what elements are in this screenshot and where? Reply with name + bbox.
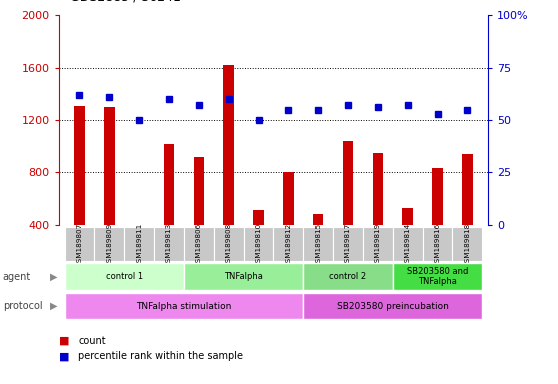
Text: GSM189818: GSM189818 — [464, 222, 470, 266]
Text: GSM189814: GSM189814 — [405, 222, 411, 266]
Bar — [223, 65, 234, 225]
Text: GSM189807: GSM189807 — [76, 222, 83, 266]
Bar — [104, 107, 114, 225]
Text: GSM189806: GSM189806 — [196, 222, 202, 266]
Text: agent: agent — [3, 271, 31, 282]
Bar — [214, 227, 244, 261]
Text: SB203580 and
TNFalpha: SB203580 and TNFalpha — [407, 267, 468, 286]
Bar — [65, 263, 184, 290]
Text: GSM189812: GSM189812 — [285, 222, 291, 266]
Bar — [303, 293, 482, 319]
Text: ■: ■ — [59, 351, 69, 361]
Text: GSM189817: GSM189817 — [345, 222, 351, 266]
Bar — [462, 154, 473, 225]
Text: GSM189815: GSM189815 — [315, 222, 321, 266]
Bar — [303, 227, 333, 261]
Bar — [194, 157, 204, 225]
Bar — [74, 106, 85, 225]
Bar — [343, 141, 353, 225]
Text: SB203580 preincubation: SB203580 preincubation — [337, 301, 449, 311]
Bar — [154, 227, 184, 261]
Bar — [253, 210, 264, 225]
Bar — [184, 227, 214, 261]
Text: ▶: ▶ — [50, 271, 57, 282]
Text: TNFalpha stimulation: TNFalpha stimulation — [136, 301, 232, 311]
Text: GSM189819: GSM189819 — [375, 222, 381, 266]
Text: control 2: control 2 — [329, 272, 367, 281]
Text: GSM189816: GSM189816 — [435, 222, 440, 266]
Bar — [393, 227, 422, 261]
Bar — [303, 263, 393, 290]
Bar — [333, 227, 363, 261]
Text: protocol: protocol — [3, 301, 42, 311]
Bar — [94, 227, 124, 261]
Bar — [393, 263, 482, 290]
Bar — [244, 227, 273, 261]
Text: ■: ■ — [59, 336, 69, 346]
Bar — [283, 172, 294, 225]
Bar — [402, 208, 413, 225]
Bar — [432, 169, 442, 225]
Bar — [273, 227, 303, 261]
Bar — [163, 144, 174, 225]
Bar — [453, 227, 482, 261]
Bar — [373, 153, 383, 225]
Text: GDS2885 / 36241: GDS2885 / 36241 — [70, 0, 181, 4]
Bar — [134, 225, 145, 227]
Text: GSM189811: GSM189811 — [136, 222, 142, 266]
Bar — [65, 293, 303, 319]
Text: count: count — [78, 336, 106, 346]
Text: percentile rank within the sample: percentile rank within the sample — [78, 351, 243, 361]
Bar — [363, 227, 393, 261]
Text: GSM189809: GSM189809 — [107, 222, 112, 266]
Bar — [313, 214, 324, 225]
Bar — [184, 263, 303, 290]
Text: control 1: control 1 — [105, 272, 143, 281]
Text: TNFalpha: TNFalpha — [224, 272, 263, 281]
Text: GSM189810: GSM189810 — [256, 222, 262, 266]
Text: GSM189813: GSM189813 — [166, 222, 172, 266]
Bar — [124, 227, 154, 261]
Bar — [422, 227, 453, 261]
Text: GSM189808: GSM189808 — [225, 222, 232, 266]
Text: ▶: ▶ — [50, 301, 57, 311]
Bar — [65, 227, 94, 261]
